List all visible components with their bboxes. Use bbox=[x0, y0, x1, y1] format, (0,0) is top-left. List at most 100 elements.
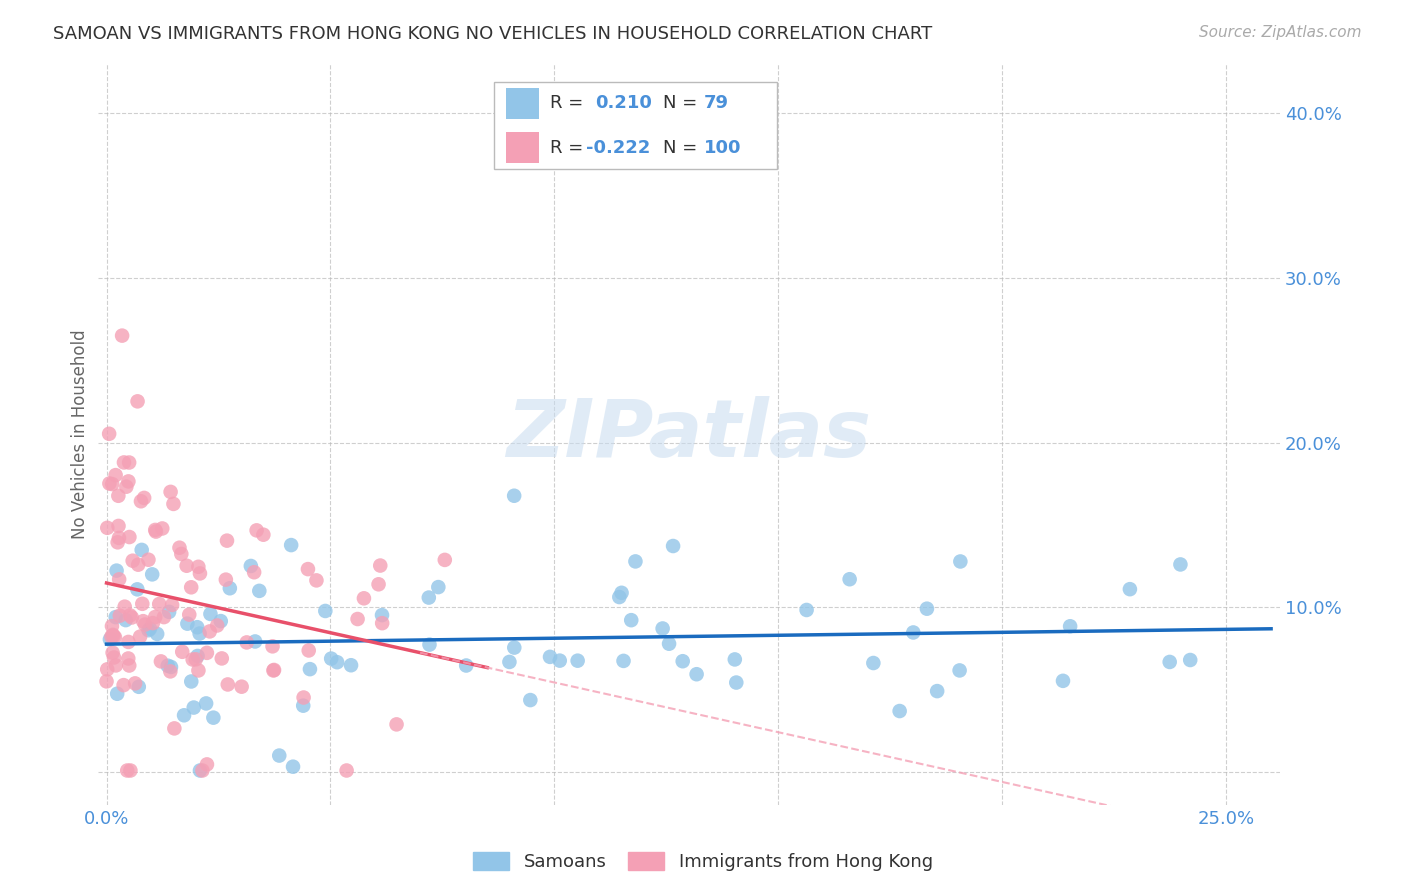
FancyBboxPatch shape bbox=[506, 132, 538, 163]
Point bbox=[98, 632, 121, 647]
Point bbox=[371, 608, 394, 623]
Point bbox=[101, 477, 124, 491]
Point bbox=[156, 658, 179, 673]
Point bbox=[172, 645, 194, 659]
Point bbox=[104, 630, 127, 644]
Point bbox=[157, 605, 180, 619]
Point bbox=[198, 624, 221, 639]
Point bbox=[195, 757, 218, 772]
Point bbox=[205, 618, 228, 632]
Point bbox=[98, 426, 121, 441]
Point bbox=[927, 684, 949, 698]
Point bbox=[118, 608, 141, 623]
Point bbox=[100, 630, 122, 644]
Point bbox=[103, 650, 125, 665]
Point bbox=[217, 677, 239, 691]
Point bbox=[195, 646, 218, 660]
Point bbox=[200, 607, 222, 621]
Point bbox=[903, 625, 925, 640]
Point bbox=[346, 612, 368, 626]
Point bbox=[610, 586, 633, 600]
Text: N =: N = bbox=[662, 139, 703, 157]
Point bbox=[368, 558, 391, 573]
Point bbox=[949, 554, 972, 568]
Point bbox=[418, 638, 440, 652]
Point bbox=[567, 654, 589, 668]
Point bbox=[838, 572, 860, 586]
Point bbox=[725, 675, 748, 690]
Point bbox=[127, 394, 149, 409]
Point bbox=[297, 562, 319, 576]
Point bbox=[146, 627, 169, 641]
Point bbox=[624, 554, 647, 568]
Point bbox=[1119, 582, 1142, 597]
Point bbox=[127, 582, 149, 597]
Point bbox=[519, 693, 541, 707]
Point bbox=[181, 652, 204, 666]
Point bbox=[176, 558, 198, 573]
Point bbox=[498, 655, 520, 669]
Point bbox=[252, 527, 274, 541]
Point bbox=[211, 651, 233, 665]
Point bbox=[131, 542, 153, 557]
Legend: Samoans, Immigrants from Hong Kong: Samoans, Immigrants from Hong Kong bbox=[465, 845, 941, 879]
Point bbox=[262, 640, 284, 654]
FancyBboxPatch shape bbox=[494, 82, 778, 169]
Point bbox=[120, 764, 142, 778]
FancyBboxPatch shape bbox=[506, 87, 538, 119]
Point bbox=[118, 658, 141, 673]
Point bbox=[188, 764, 211, 778]
Point bbox=[243, 634, 266, 648]
Point bbox=[170, 547, 193, 561]
Text: R =: R = bbox=[551, 139, 589, 157]
Point bbox=[105, 687, 128, 701]
Point bbox=[115, 480, 138, 494]
Point bbox=[662, 539, 685, 553]
Point bbox=[209, 614, 232, 628]
Point bbox=[281, 760, 304, 774]
Point bbox=[138, 552, 160, 566]
Point bbox=[231, 680, 253, 694]
Text: Source: ZipAtlas.com: Source: ZipAtlas.com bbox=[1198, 25, 1361, 40]
Text: -0.222: -0.222 bbox=[586, 139, 651, 157]
Point bbox=[186, 620, 208, 634]
Text: 79: 79 bbox=[704, 95, 730, 112]
Point bbox=[796, 603, 818, 617]
Point bbox=[187, 559, 209, 574]
Point bbox=[298, 643, 321, 657]
Point bbox=[107, 489, 129, 503]
Point bbox=[262, 664, 284, 678]
Point bbox=[685, 667, 707, 681]
Point bbox=[159, 665, 181, 679]
Point bbox=[117, 764, 139, 778]
Point bbox=[672, 654, 695, 668]
Point bbox=[215, 533, 238, 548]
Point bbox=[134, 617, 156, 632]
Point bbox=[117, 651, 139, 665]
Point bbox=[1170, 558, 1192, 572]
Point bbox=[620, 613, 643, 627]
Point bbox=[235, 635, 257, 649]
Point bbox=[724, 652, 747, 666]
Point bbox=[239, 559, 262, 574]
Point bbox=[127, 558, 149, 572]
Point bbox=[183, 700, 205, 714]
Point bbox=[169, 541, 191, 555]
Point bbox=[321, 651, 343, 665]
Point bbox=[280, 538, 302, 552]
Point bbox=[215, 573, 238, 587]
Point bbox=[433, 553, 456, 567]
Point bbox=[188, 566, 211, 581]
Point bbox=[1059, 619, 1081, 633]
Point bbox=[96, 674, 118, 689]
Point bbox=[142, 616, 165, 631]
Point bbox=[143, 610, 166, 624]
Point bbox=[103, 629, 125, 643]
Point bbox=[163, 722, 186, 736]
Point bbox=[202, 711, 225, 725]
Point bbox=[121, 610, 143, 624]
Point bbox=[132, 614, 155, 628]
Point bbox=[385, 717, 408, 731]
Point bbox=[108, 531, 131, 545]
Point bbox=[176, 616, 198, 631]
